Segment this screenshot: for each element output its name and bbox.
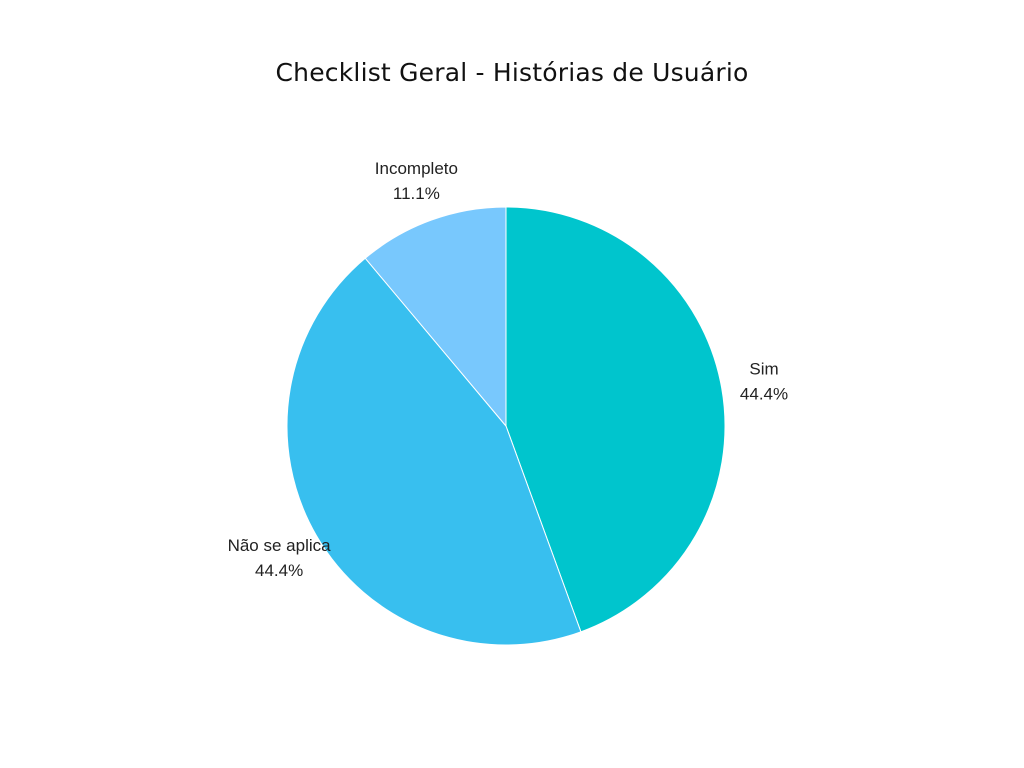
slice-percentage: 11.1% bbox=[393, 184, 440, 203]
chart-title: Checklist Geral - Histórias de Usuário bbox=[275, 58, 749, 87]
pie-labels: Sim 44.4% Não se aplica 44.4% Incompleto 11.1… bbox=[228, 159, 789, 580]
slice-label: Não se aplica bbox=[228, 536, 332, 555]
pie-slice-incompleto bbox=[364, 206, 507, 428]
slice-percentage: 44.4% bbox=[740, 385, 788, 404]
slice-label: Sim bbox=[749, 360, 778, 379]
slice-label: Incompleto bbox=[375, 159, 458, 178]
pie-slices bbox=[286, 206, 726, 646]
pie-slice-sim bbox=[505, 206, 726, 633]
pie-slice-n-o-se-aplica bbox=[286, 257, 582, 646]
slice-percentage: 44.4% bbox=[255, 561, 303, 580]
